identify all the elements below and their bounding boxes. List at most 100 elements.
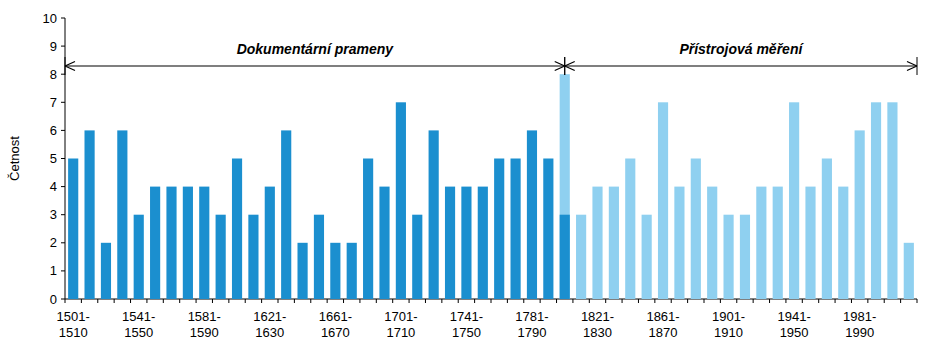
bar [773, 187, 783, 299]
x-tick [589, 299, 590, 303]
y-tick [61, 270, 65, 271]
x-tick-label: 1981-1990 [843, 309, 876, 340]
period-label: Přístrojová měření [679, 41, 804, 57]
x-tick [392, 299, 393, 303]
bar [68, 159, 78, 300]
bar [199, 187, 209, 299]
bar [412, 215, 422, 299]
y-tick-label: 5 [50, 151, 57, 166]
y-tick [61, 102, 65, 103]
x-tick [114, 299, 115, 303]
x-tick [65, 299, 66, 303]
bar [297, 243, 307, 299]
arrow-head [65, 62, 75, 71]
arrow-end [564, 57, 565, 75]
x-tick [474, 299, 475, 303]
x-tick [294, 299, 295, 303]
bar [248, 215, 258, 299]
x-tick-label: 1941-1950 [777, 309, 810, 340]
x-tick [343, 299, 344, 303]
x-tick-label: 1901-1910 [712, 309, 745, 340]
y-tick [61, 186, 65, 187]
x-tick [605, 299, 606, 303]
x-tick [97, 299, 98, 303]
x-tick [507, 299, 508, 303]
bar [445, 187, 455, 299]
x-tick-label: 1621-1630 [253, 309, 286, 340]
bar [723, 215, 733, 299]
x-tick-label: 1701-1710 [384, 309, 417, 340]
bar [265, 187, 275, 299]
bar [510, 159, 520, 300]
y-tick [61, 214, 65, 215]
x-tick [278, 299, 279, 303]
x-tick [572, 299, 573, 303]
y-tick-label: 8 [50, 67, 57, 82]
bar [904, 243, 914, 299]
bar [855, 130, 865, 299]
x-tick-label: 1661-1670 [319, 309, 352, 340]
bar [134, 215, 144, 299]
bar [756, 187, 766, 299]
x-tick [802, 299, 803, 303]
x-tick [917, 299, 918, 303]
bar [429, 130, 439, 299]
x-tick [376, 299, 377, 303]
x-tick [835, 299, 836, 303]
y-tick [61, 242, 65, 243]
x-tick [327, 299, 328, 303]
bar [314, 215, 324, 299]
y-tick-label: 0 [50, 292, 57, 307]
y-axis-label: Četnost [7, 136, 22, 181]
x-tick-label: 1821-1830 [581, 309, 614, 340]
bar [609, 187, 619, 299]
bar [887, 102, 897, 299]
arrow-end [65, 57, 66, 75]
bar [625, 159, 635, 300]
bar [232, 159, 242, 300]
bar [576, 215, 586, 299]
x-tick-label: 1581-1590 [188, 309, 221, 340]
bar [347, 243, 357, 299]
x-tick [867, 299, 868, 303]
bar [379, 187, 389, 299]
chart: 012345678910Četnost1501-15101541-1550158… [0, 0, 937, 364]
x-tick [196, 299, 197, 303]
bar [84, 130, 94, 299]
period-arrow [65, 65, 565, 66]
bar [691, 159, 701, 300]
x-tick [491, 299, 492, 303]
x-tick [671, 299, 672, 303]
x-tick [736, 299, 737, 303]
bar [740, 215, 750, 299]
bar [560, 215, 570, 299]
x-tick [146, 299, 147, 303]
y-tick [61, 299, 65, 300]
x-tick [851, 299, 852, 303]
bar [527, 130, 537, 299]
bar [674, 187, 684, 299]
x-tick [441, 299, 442, 303]
x-tick [179, 299, 180, 303]
bar [117, 130, 127, 299]
bar [543, 159, 553, 300]
x-tick [687, 299, 688, 303]
bar [494, 159, 504, 300]
bar [789, 102, 799, 299]
bar [166, 187, 176, 299]
period-arrow [565, 65, 917, 66]
y-tick-label: 10 [43, 11, 57, 26]
bar [478, 187, 488, 299]
bar [183, 187, 193, 299]
bar [805, 187, 815, 299]
arrow-head [565, 62, 575, 71]
y-tick [61, 74, 65, 75]
x-tick [720, 299, 721, 303]
arrow-head [907, 62, 917, 71]
chart-container: 012345678910Četnost1501-15101541-1550158… [0, 0, 937, 364]
x-tick [769, 299, 770, 303]
x-tick [556, 299, 557, 303]
x-tick [212, 299, 213, 303]
x-tick [818, 299, 819, 303]
period-label: Dokumentární prameny [237, 41, 395, 57]
